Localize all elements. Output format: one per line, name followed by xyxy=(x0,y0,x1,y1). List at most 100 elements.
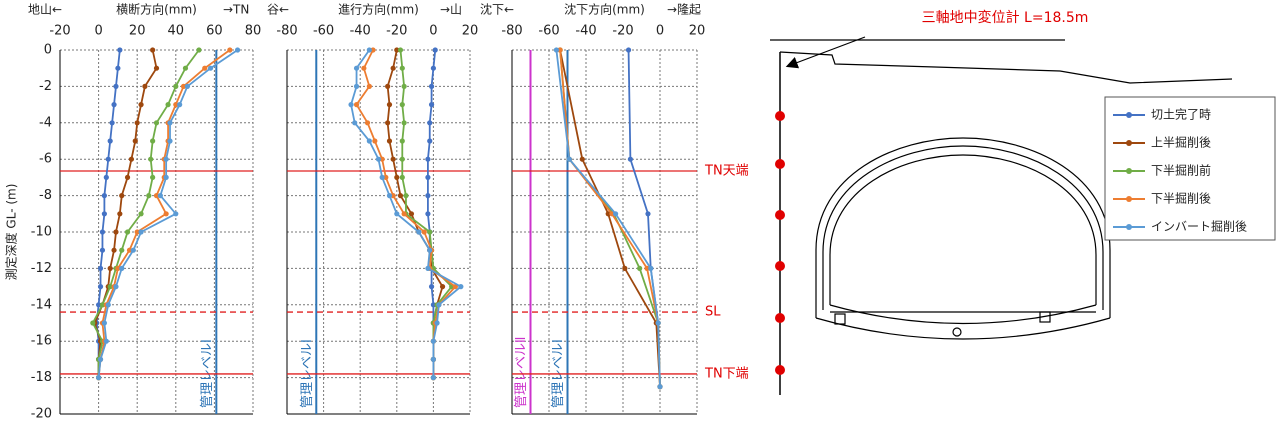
data-point xyxy=(370,47,376,53)
data-point xyxy=(425,265,431,271)
data-point xyxy=(353,65,360,71)
data-point xyxy=(430,338,436,344)
data-point xyxy=(180,83,187,89)
data-point xyxy=(352,120,358,126)
data-point xyxy=(427,247,433,253)
data-point xyxy=(625,47,632,53)
data-point xyxy=(150,138,156,144)
data-point xyxy=(353,83,360,89)
x-tick-label: 0 xyxy=(429,24,437,39)
data-point xyxy=(234,47,241,53)
legend-marker xyxy=(1126,196,1132,202)
data-point xyxy=(383,174,389,180)
data-point xyxy=(153,193,160,199)
data-point xyxy=(386,193,393,199)
data-point xyxy=(436,302,442,308)
axis-right-label: →山 xyxy=(440,3,462,17)
data-point xyxy=(645,211,651,217)
data-point xyxy=(138,211,144,217)
data-point xyxy=(553,47,560,53)
legend-label: 上半掘削後 xyxy=(1151,135,1211,150)
data-point xyxy=(196,47,202,53)
y-tick-label: -20 xyxy=(31,407,52,422)
data-point xyxy=(134,229,140,235)
series-line xyxy=(559,49,661,387)
data-point xyxy=(119,247,125,253)
data-point xyxy=(150,174,156,180)
data-point xyxy=(366,83,372,89)
data-point xyxy=(430,302,436,308)
data-point xyxy=(648,265,654,271)
data-point xyxy=(399,65,405,71)
tunnel-diagram: 三軸地中変位計 L=18.5m 切土完了時上半掘削後下半掘削前下半掘削後インバー… xyxy=(770,9,1276,395)
data-point xyxy=(609,211,615,217)
data-point xyxy=(401,211,407,217)
tunnel xyxy=(815,137,1111,340)
data-point xyxy=(163,174,169,180)
data-point xyxy=(430,375,436,381)
data-point xyxy=(394,47,400,53)
data-point xyxy=(353,102,360,108)
data-point xyxy=(111,102,117,108)
y-tick-label: -14 xyxy=(31,297,52,312)
legend-marker xyxy=(1126,140,1132,146)
x-tick-label: 0 xyxy=(94,24,102,39)
data-point xyxy=(138,229,144,235)
data-point xyxy=(644,265,650,271)
x-tick-label: 20 xyxy=(689,24,706,39)
data-point xyxy=(428,102,435,108)
data-point xyxy=(142,83,148,89)
data-point xyxy=(146,193,152,199)
x-tick-label: -40 xyxy=(350,24,371,39)
data-point xyxy=(207,65,214,71)
legend-marker xyxy=(1126,112,1132,118)
data-point xyxy=(566,156,572,162)
data-point xyxy=(101,211,107,217)
series-line xyxy=(95,49,121,378)
data-point xyxy=(399,174,405,180)
data-point xyxy=(425,193,431,199)
data-point xyxy=(101,320,107,326)
data-point xyxy=(399,102,405,108)
data-point xyxy=(390,193,396,199)
data-point xyxy=(177,102,183,108)
data-point xyxy=(150,47,156,53)
data-point xyxy=(425,211,431,217)
data-point xyxy=(432,47,438,53)
data-point xyxy=(427,120,433,126)
series-line xyxy=(627,49,661,387)
data-point xyxy=(173,211,179,217)
data-point xyxy=(117,47,123,53)
data-point xyxy=(109,120,115,126)
data-point xyxy=(117,211,123,217)
x-tick-label: 20 xyxy=(129,24,146,39)
data-point xyxy=(96,375,102,381)
data-point xyxy=(167,120,173,126)
data-point xyxy=(157,193,163,199)
data-point xyxy=(96,302,102,308)
axis-right-label: →隆起 xyxy=(667,2,701,17)
data-point xyxy=(90,320,96,326)
data-point xyxy=(372,138,378,144)
data-point xyxy=(386,138,393,144)
data-point xyxy=(97,284,104,290)
data-point xyxy=(115,265,121,271)
data-point xyxy=(399,138,405,144)
data-point xyxy=(103,174,109,180)
data-point xyxy=(425,174,431,180)
y-tick-label: 0 xyxy=(44,43,52,58)
data-point xyxy=(173,102,179,108)
data-point xyxy=(124,229,131,235)
data-point xyxy=(115,65,121,71)
x-tick-label: 60 xyxy=(206,24,223,39)
y-tick-label: -4 xyxy=(39,115,52,130)
data-point xyxy=(416,229,422,235)
data-point xyxy=(627,156,634,162)
data-point xyxy=(397,193,404,199)
data-point xyxy=(99,247,106,253)
data-point xyxy=(427,138,433,144)
data-point xyxy=(613,211,619,217)
y-axis-label: 測定深度 GL- (m) xyxy=(4,184,19,281)
